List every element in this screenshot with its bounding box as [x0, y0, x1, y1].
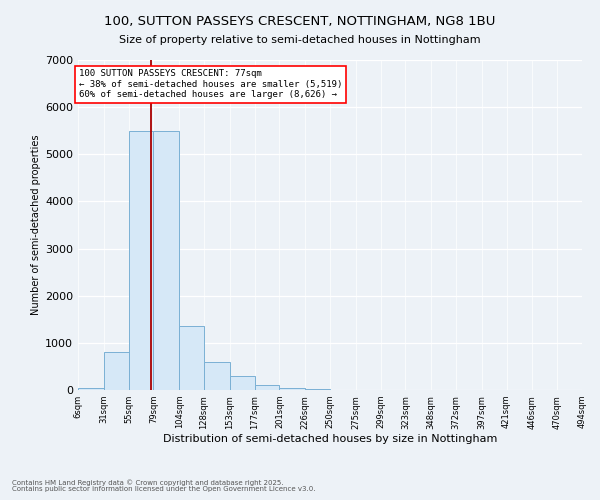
- Bar: [78, 388, 104, 390]
- Text: 100, SUTTON PASSEYS CRESCENT, NOTTINGHAM, NG8 1BU: 100, SUTTON PASSEYS CRESCENT, NOTTINGHAM…: [104, 15, 496, 28]
- Bar: [305, 389, 330, 390]
- Bar: [204, 362, 230, 390]
- Bar: [179, 326, 204, 390]
- Text: Contains HM Land Registry data © Crown copyright and database right 2025.
Contai: Contains HM Land Registry data © Crown c…: [12, 479, 316, 492]
- Y-axis label: Number of semi-detached properties: Number of semi-detached properties: [31, 134, 41, 316]
- Bar: [154, 130, 179, 390]
- Bar: [254, 386, 280, 390]
- Text: Size of property relative to semi-detached houses in Nottingham: Size of property relative to semi-detach…: [119, 35, 481, 45]
- X-axis label: Distribution of semi-detached houses by size in Nottingham: Distribution of semi-detached houses by …: [163, 434, 497, 444]
- Bar: [230, 376, 254, 390]
- Text: 100 SUTTON PASSEYS CRESCENT: 77sqm
← 38% of semi-detached houses are smaller (5,: 100 SUTTON PASSEYS CRESCENT: 77sqm ← 38%…: [79, 70, 343, 99]
- Bar: [128, 130, 154, 390]
- Bar: [280, 388, 305, 390]
- Bar: [104, 352, 128, 390]
